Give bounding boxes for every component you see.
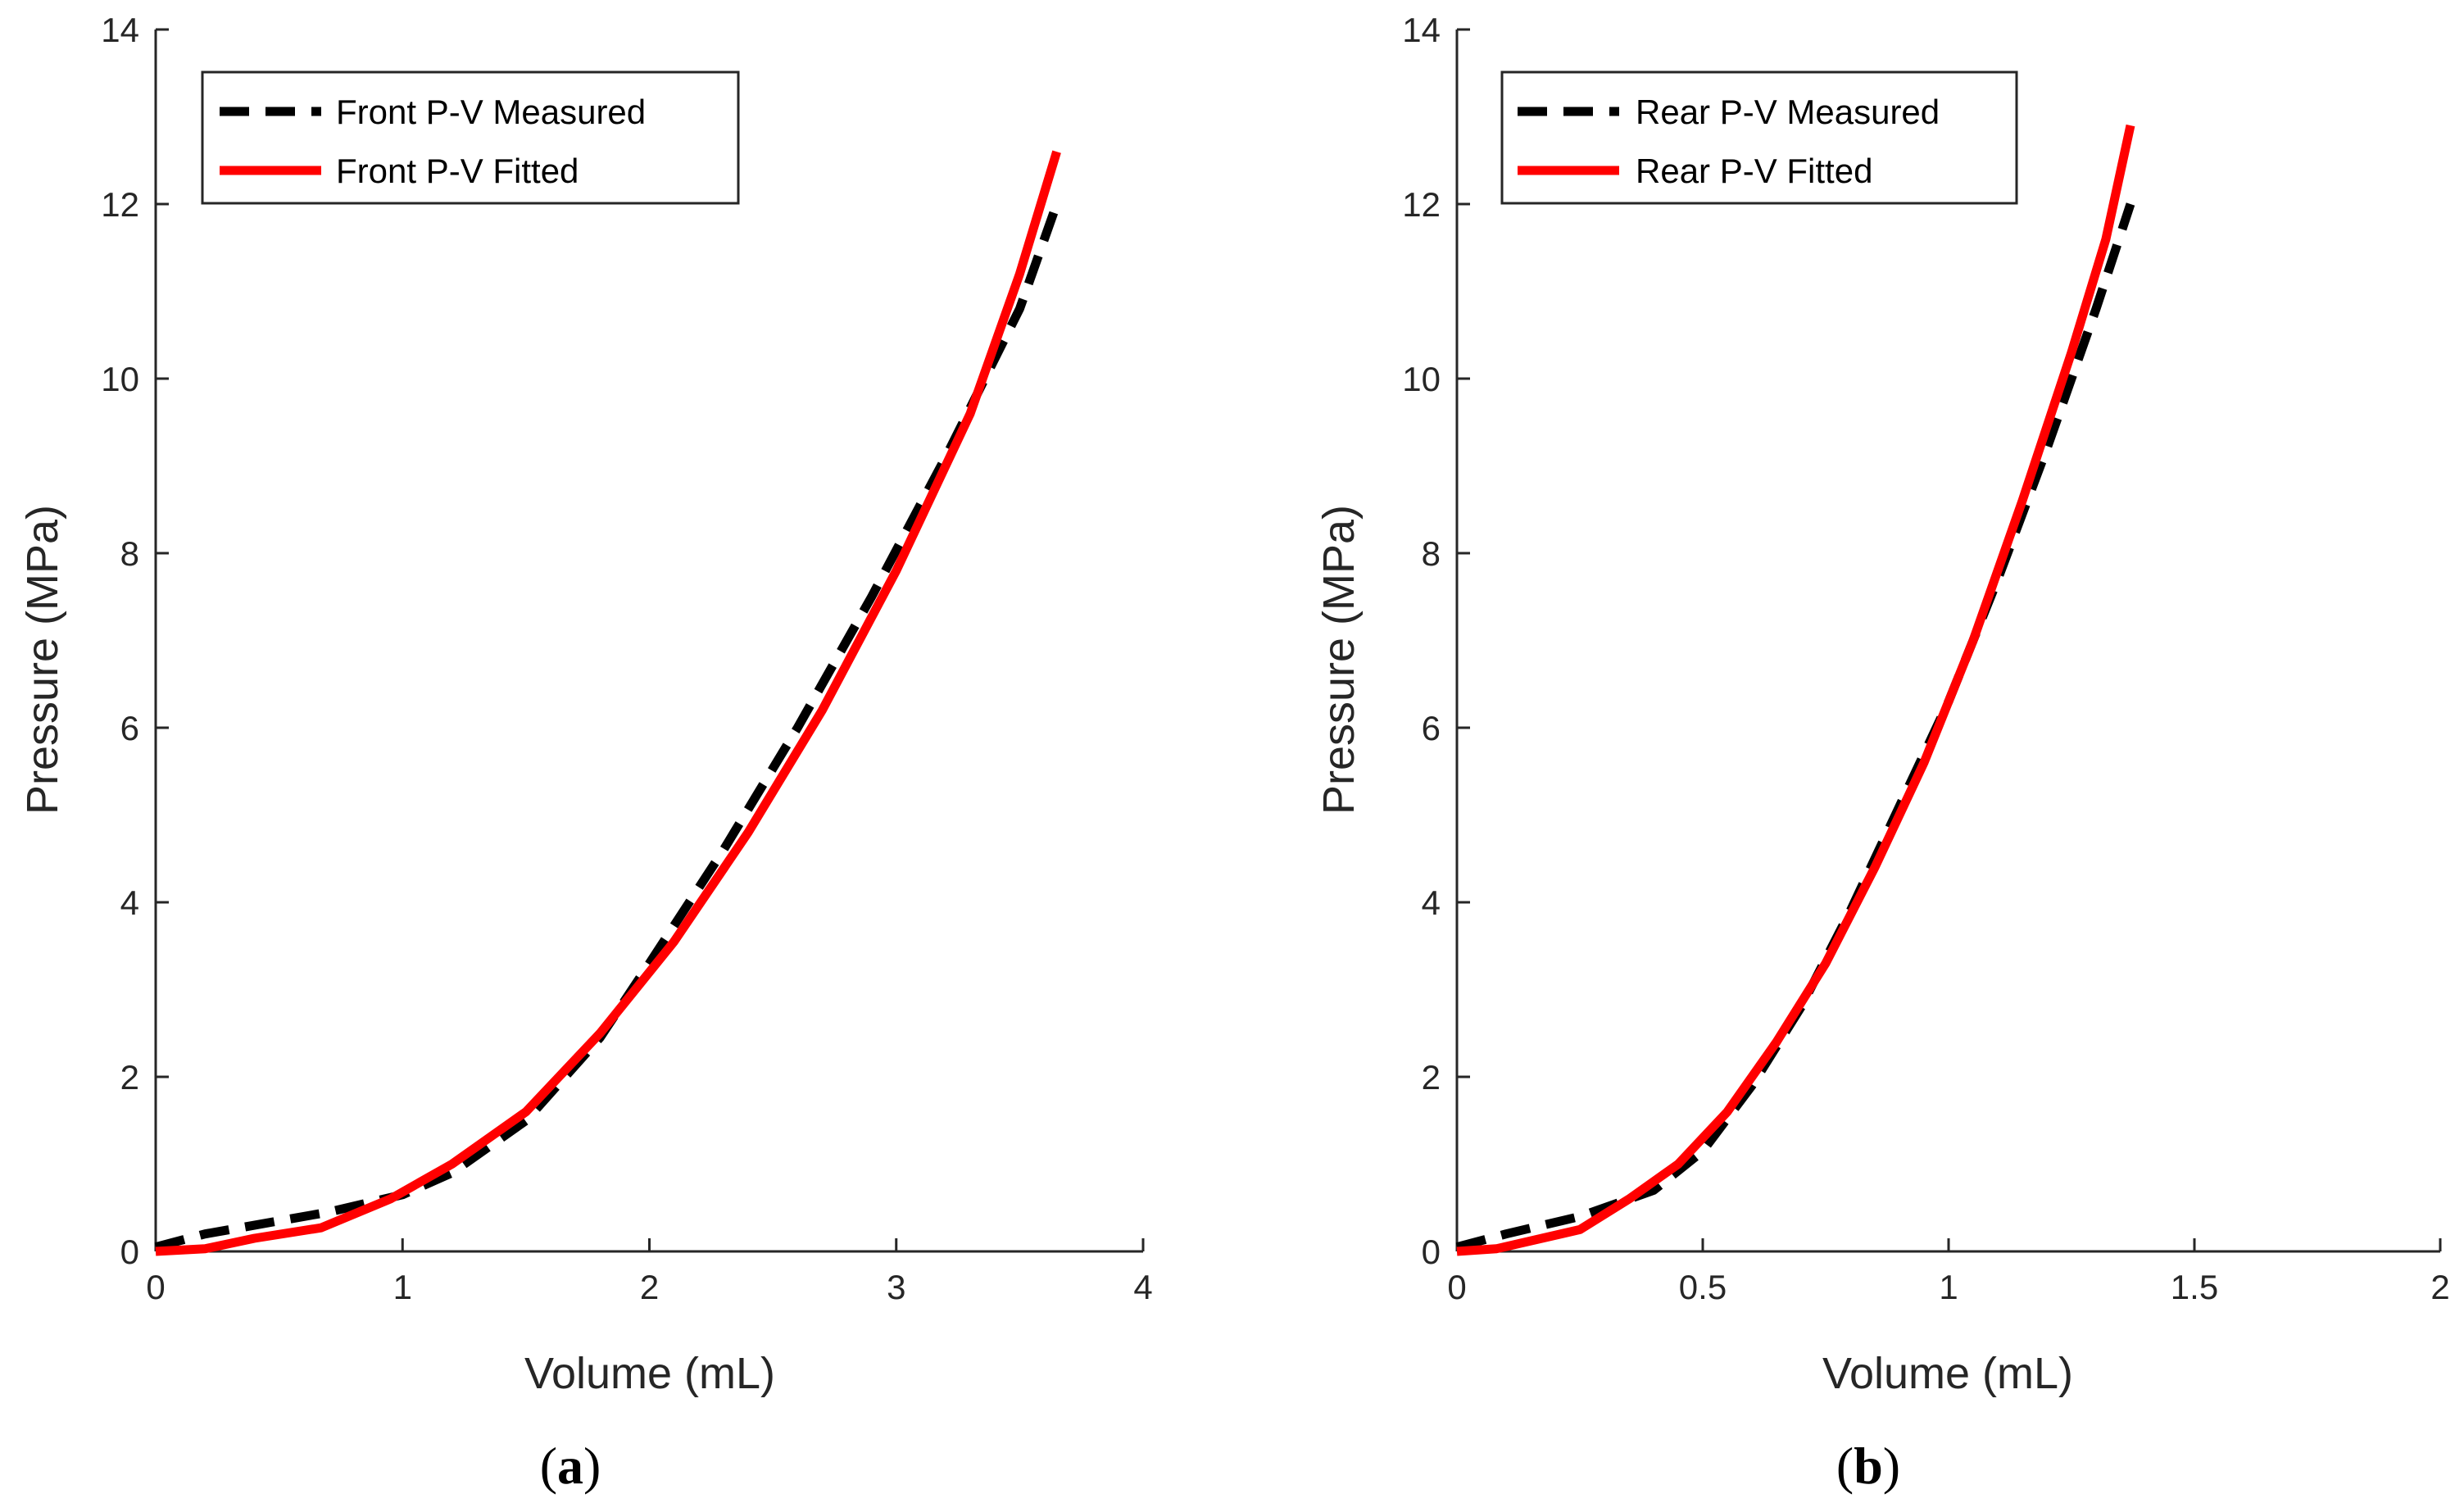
legend-label-fitted-a: Front P-V Fitted — [336, 152, 579, 190]
chart-panel-b: 0 0.5 1 1.5 2 0 2 4 6 8 10 12 14 Pressure (MPa) Volu… — [1314, 11, 2450, 1495]
y-tick-label: 6 — [1422, 709, 1441, 747]
y-tick-label: 4 — [120, 883, 139, 922]
plot-area-b: 0 0.5 1 1.5 2 0 2 4 6 8 10 12 14 — [1402, 11, 2449, 1306]
panel-caption-b: (b) — [1836, 1437, 1900, 1495]
legend-b: Rear P-V Measured Rear P-V Fitted — [1500, 70, 2018, 205]
legend-label-measured-b: Rear P-V Measured — [1636, 93, 1940, 131]
series-line-fitted-b — [1456, 124, 2135, 1256]
x-tick-label: 2 — [640, 1268, 659, 1306]
y-tick-label: 2 — [1422, 1058, 1441, 1097]
y-tick-label: 14 — [101, 11, 139, 49]
x-tick-label: 1.5 — [2171, 1268, 2218, 1306]
x-axis-title-b: Volume (mL) — [1822, 1349, 2073, 1398]
y-tick-label: 10 — [101, 360, 139, 398]
y-tick-label: 8 — [120, 534, 139, 573]
y-tick-label: 12 — [101, 185, 139, 224]
x-tick-label: 0 — [1447, 1268, 1466, 1306]
y-axis-title-a: Pressure (MPa) — [18, 505, 67, 815]
x-axis-title-a: Volume (mL) — [524, 1349, 775, 1398]
x-tick-label: 4 — [1133, 1268, 1152, 1306]
y-tick-label: 0 — [120, 1233, 139, 1271]
y-tick-label: 14 — [1402, 11, 1441, 49]
y-axis-title-b: Pressure (MPa) — [1314, 505, 1364, 815]
x-tick-label: 0 — [146, 1268, 165, 1306]
y-tick-label: 4 — [1422, 883, 1441, 922]
panel-caption-a: (a) — [540, 1437, 601, 1495]
y-tick-label: 0 — [1422, 1233, 1441, 1271]
y-tick-label: 12 — [1402, 185, 1441, 224]
x-tick-label: 0.5 — [1679, 1268, 1727, 1306]
legend-a: Front P-V Measured Front P-V Fitted — [201, 70, 740, 205]
series-line-fitted-a — [155, 150, 1061, 1256]
legend-box-a — [201, 70, 740, 205]
legend-box-b — [1500, 70, 2018, 205]
y-tick-label: 10 — [1402, 360, 1441, 398]
y-tick-label: 2 — [120, 1058, 139, 1097]
x-tick-label: 1 — [393, 1268, 412, 1306]
x-tick-label: 3 — [887, 1268, 905, 1306]
series-line-measured-a — [154, 202, 1061, 1252]
legend-label-measured-a: Front P-V Measured — [336, 93, 646, 131]
y-tick-label: 8 — [1422, 534, 1441, 573]
series-line-measured-b — [1455, 202, 2135, 1252]
x-tick-label: 2 — [2430, 1268, 2449, 1306]
legend-label-fitted-b: Rear P-V Fitted — [1636, 152, 1872, 190]
y-tick-label: 6 — [120, 709, 139, 747]
x-tick-label: 1 — [1939, 1268, 1958, 1306]
